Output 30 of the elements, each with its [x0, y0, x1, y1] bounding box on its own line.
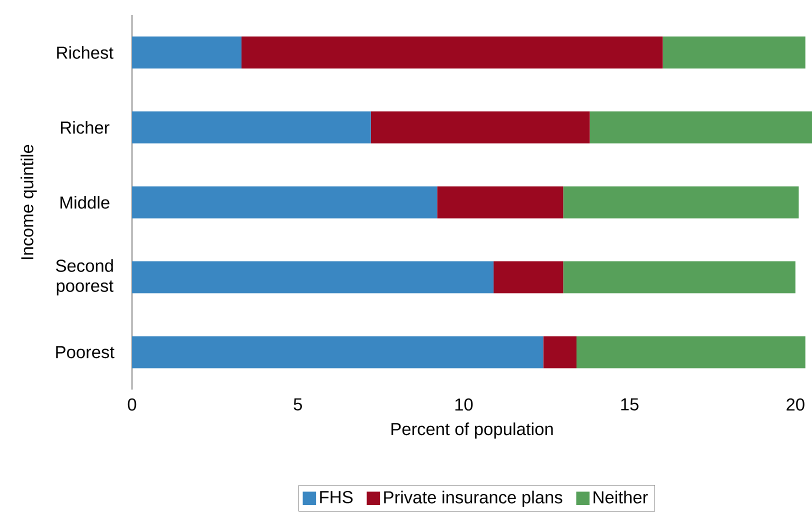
bar — [662, 36, 806, 68]
y-tick-label: Poorest — [56, 346, 114, 358]
x-axis-title: Percent of population — [392, 422, 553, 439]
bar — [132, 111, 371, 144]
bar — [563, 186, 799, 218]
y-tick-label: Second poorest — [56, 259, 114, 296]
bar — [494, 261, 564, 294]
bar — [132, 336, 544, 368]
bar — [576, 336, 806, 368]
x-tick-label: 5 — [294, 398, 302, 410]
bar — [241, 36, 663, 68]
x-tick-label: 20 — [786, 398, 804, 411]
legend-label: FHS — [320, 490, 353, 504]
bar — [370, 111, 590, 144]
legend-label: Private insurance plans — [384, 490, 562, 507]
bar — [132, 261, 494, 294]
y-tick-label: Richer — [61, 121, 110, 134]
x-tick-label: 15 — [621, 398, 638, 410]
y-axis-title: Income quintile — [20, 144, 37, 260]
x-tick-label: 0 — [128, 398, 136, 411]
bar — [563, 261, 796, 294]
bar — [132, 186, 438, 218]
bar — [132, 36, 242, 68]
y-tick-label: Richest — [57, 46, 114, 59]
legend-label: Neither — [594, 490, 648, 504]
x-tick-label: 10 — [455, 398, 473, 411]
bar — [437, 186, 564, 218]
bar — [543, 336, 576, 368]
bar — [590, 111, 812, 144]
y-tick-label: Middle — [60, 196, 110, 209]
